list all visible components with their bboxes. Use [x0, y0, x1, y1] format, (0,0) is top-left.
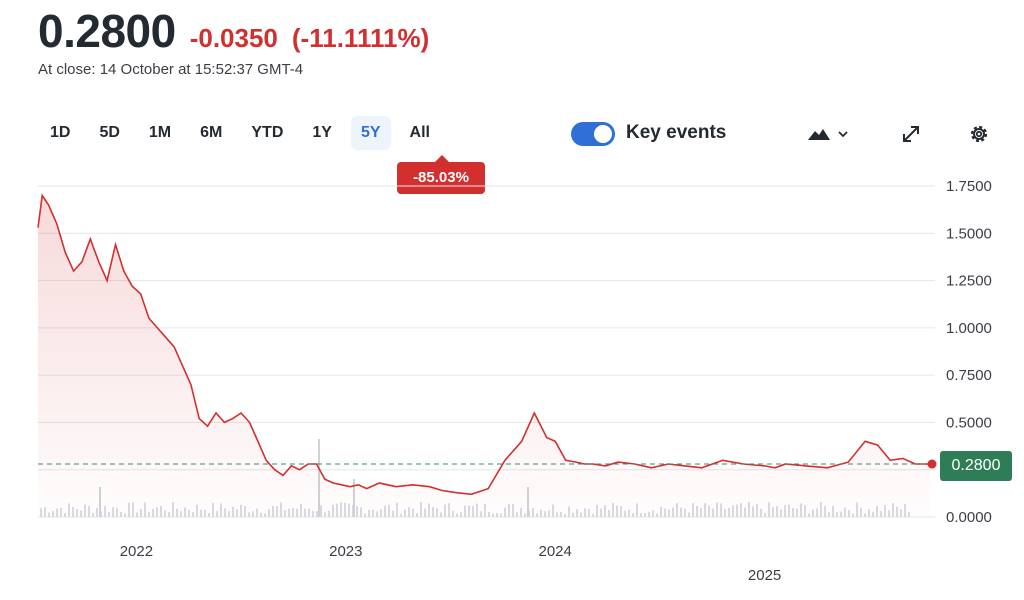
expand-icon[interactable]	[900, 123, 922, 145]
toggle-knob	[594, 125, 612, 143]
quote-header: 0.2800 -0.0350 (-11.1111%)	[38, 4, 429, 58]
range-6m[interactable]: 6M	[200, 124, 223, 141]
price-change: -0.0350	[189, 23, 278, 53]
y-tick-label: 1.2500	[946, 273, 992, 290]
y-tick-label: 1.0000	[946, 320, 992, 337]
key-events-toggle[interactable]	[571, 122, 615, 146]
range-all[interactable]: All	[409, 124, 430, 141]
gear-icon[interactable]	[967, 122, 991, 146]
current-price: 0.2800	[38, 5, 176, 57]
y-tick-label: 0.5000	[946, 414, 992, 431]
mountain-chart-icon[interactable]	[806, 123, 850, 145]
y-tick-label: 1.5000	[946, 225, 992, 242]
x-tick-label: 2025	[748, 567, 781, 584]
range-1m[interactable]: 1M	[148, 124, 172, 141]
range-1d[interactable]: 1D	[50, 124, 71, 141]
range-5y[interactable]: 5Y	[350, 116, 391, 150]
price-line	[37, 193, 930, 496]
x-tick-label: 2022	[120, 543, 153, 560]
close-timestamp: At close: 14 October at 15:52:37 GMT-4	[38, 61, 304, 78]
range-selector: 1D 5D 1M 6M YTD 1Y 5Y All	[40, 116, 449, 150]
range-ytd[interactable]: YTD	[251, 124, 284, 141]
range-performance-badge: -85.03%	[397, 155, 485, 194]
price-area	[38, 195, 930, 517]
x-tick-label: 2023	[329, 543, 362, 560]
range-5d[interactable]: 5D	[99, 124, 120, 141]
y-tick-label: 1.7500	[946, 178, 992, 195]
current-price-dot	[927, 459, 937, 469]
y-tick-label: 0.7500	[946, 367, 992, 384]
current-price-label: 0.2800	[940, 451, 1012, 481]
key-events-label: Key events	[626, 122, 727, 143]
range-1y[interactable]: 1Y	[312, 124, 332, 141]
price-change-percent: (-11.1111%)	[291, 23, 430, 53]
x-tick-label: 2024	[539, 543, 572, 560]
y-tick-label: 0.0000	[946, 509, 992, 526]
x-axis: 2022 2023 2024 2025	[120, 543, 782, 584]
